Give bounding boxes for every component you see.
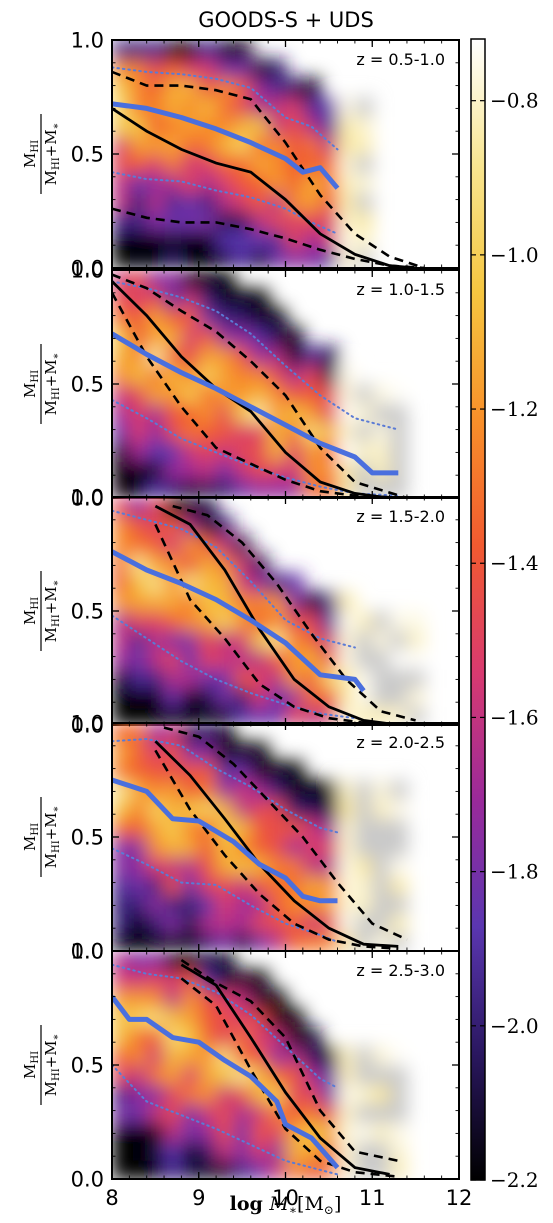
panels: 0.00.51.0z = 0.5-1.0MHIMHI+M∗0.00.51.0z … — [21, 29, 460, 1192]
black-median-line — [180, 963, 390, 1176]
blue-16th-percentile-line — [112, 399, 400, 497]
colorbar: −0.8 −1.0 −1.2 −1.4 −1.6 −1.8 −2.0 −2.2 — [470, 38, 539, 1192]
density-heatmap — [112, 270, 408, 498]
y-tick-label: 0.5 — [71, 143, 104, 167]
x-axis: 8 9 10 11 12 log M∗[M⊙] — [105, 1186, 472, 1217]
y-label-denominator: MHI+M∗ — [42, 353, 62, 416]
density-heatmap — [112, 951, 408, 1179]
colorbar-tick-label: −0.8 — [490, 89, 539, 113]
y-label-denominator: MHI+M∗ — [42, 1034, 62, 1097]
redshift-label: z = 1.0-1.5 — [356, 280, 445, 299]
redshift-label: z = 1.5-2.0 — [356, 507, 445, 526]
y-label-numerator: MHI — [21, 140, 41, 168]
blue-median-line — [112, 101, 340, 190]
y-tick-label: 0.0 — [71, 1168, 104, 1192]
redshift-label: z = 2.5-3.0 — [356, 961, 445, 980]
blue-16th-percentile-line — [112, 614, 356, 720]
black-84th-percentile-line — [112, 273, 408, 498]
y-tick-label: 0.5 — [71, 826, 104, 850]
colorbar-tick-label: −1.4 — [490, 551, 539, 575]
y-tick-label: 1.0 — [71, 29, 104, 53]
y-label-numerator: MHI — [21, 370, 41, 398]
blue-84th-percentile-line — [112, 66, 339, 151]
blue-median-line — [112, 995, 340, 1170]
x-tick-label: 8 — [105, 1186, 118, 1210]
blue-84th-percentile-line — [112, 737, 339, 834]
y-tick-label: 1.0 — [71, 486, 104, 510]
y-tick-label: 0.5 — [71, 373, 104, 397]
y-label-numerator: MHI — [21, 1051, 41, 1079]
x-axis-label: log M∗[M⊙] — [230, 1193, 342, 1217]
black-16th-percentile-line — [154, 523, 408, 725]
y-tick-label: 0.0 — [71, 940, 104, 964]
black-16th-percentile-line — [112, 207, 425, 268]
y-tick-label: 0.0 — [71, 487, 104, 511]
black-16th-percentile-line — [154, 749, 399, 950]
y-tick-label: 1.0 — [71, 259, 104, 283]
black-84th-percentile-line — [112, 70, 425, 268]
colorbar-tick-label: −2.0 — [490, 1014, 539, 1038]
black-84th-percentile-line — [172, 504, 416, 722]
black-16th-percentile-line — [112, 292, 408, 498]
blue-median-line — [112, 549, 366, 693]
x-tick-label: 9 — [192, 1186, 205, 1210]
black-median-line — [154, 740, 399, 948]
colorbar-tick-label: −2.2 — [490, 1168, 539, 1192]
y-tick-label: 0.5 — [71, 1054, 104, 1078]
y-tick-label: 0.5 — [71, 600, 104, 624]
x-tick-label: 10 — [272, 1186, 299, 1210]
redshift-label: z = 2.0-2.5 — [356, 733, 445, 752]
blue-84th-percentile-line — [112, 509, 356, 649]
y-label-denominator: MHI+M∗ — [42, 806, 62, 869]
black-16th-percentile-line — [180, 977, 399, 1178]
blue-84th-percentile-line — [112, 963, 339, 1089]
density-heatmap — [112, 40, 374, 268]
black-84th-percentile-line — [163, 726, 408, 941]
colorbar-tick-label: −1.0 — [490, 243, 539, 267]
y-label-denominator: MHI+M∗ — [42, 580, 62, 643]
redshift-label: z = 0.5-1.0 — [356, 50, 445, 69]
blue-16th-percentile-line — [112, 1064, 339, 1176]
chart-title: GOODS-S + UDS — [198, 8, 374, 32]
black-median-line — [112, 280, 390, 498]
x-tick-label: 12 — [446, 1186, 473, 1210]
y-label-numerator: MHI — [21, 597, 41, 625]
y-tick-label: 1.0 — [71, 940, 104, 964]
blue-84th-percentile-line — [112, 280, 400, 431]
density-heatmap — [112, 723, 408, 951]
black-median-line — [112, 107, 416, 268]
y-label-numerator: MHI — [21, 823, 41, 851]
blue-median-line — [112, 777, 338, 904]
colorbar-tick-label: −1.2 — [490, 397, 539, 421]
colorbar-tick-label: −1.6 — [490, 705, 539, 729]
colorbar-gradient — [470, 38, 486, 1181]
y-tick-label: 0.0 — [71, 257, 104, 281]
colorbar-tick-label: −1.8 — [490, 860, 539, 884]
y-tick-label: 0.0 — [71, 714, 104, 738]
y-tick-label: 1.0 — [71, 712, 104, 736]
blue-median-line — [112, 331, 399, 476]
black-median-line — [154, 504, 399, 725]
y-label-denominator: MHI+M∗ — [42, 123, 62, 186]
x-tick-label: 11 — [359, 1186, 386, 1210]
